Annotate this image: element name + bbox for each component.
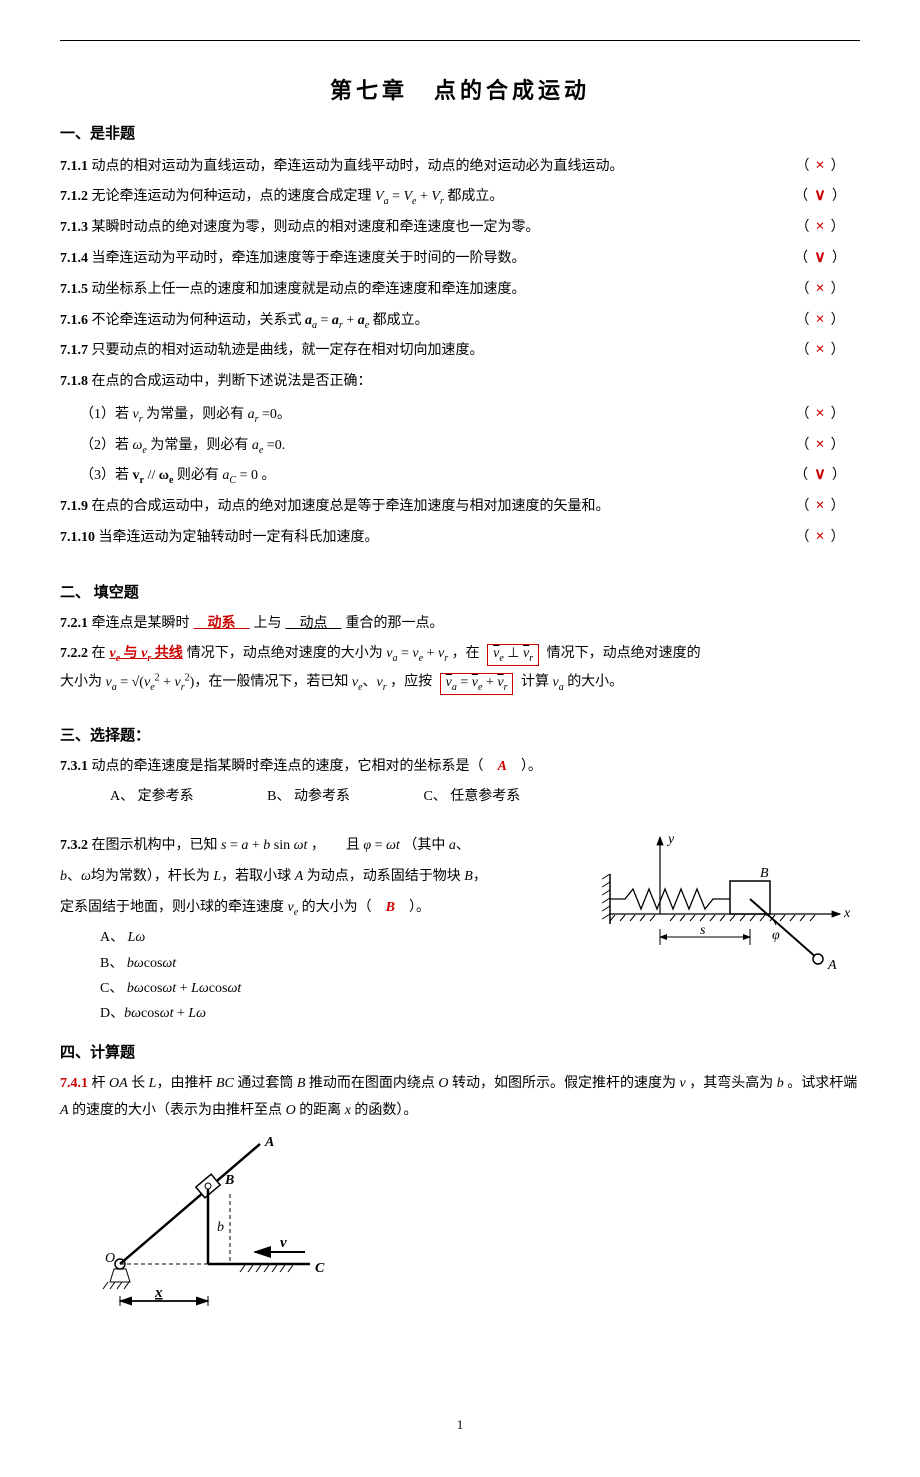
svg-text:A: A — [827, 958, 837, 973]
opt-a: A、 定参考系 — [110, 784, 194, 809]
mc-q1-ans: A — [498, 759, 507, 774]
tf-row: 7.1.7 只要动点的相对运动轨迹是曲线，就一定存在相对切向加速度。（×） — [60, 336, 860, 365]
tf-row: 7.1.3 某瞬时动点的绝对速度为零，则动点的相对速度和牵连速度也一定为零。（×… — [60, 213, 860, 242]
q2-opt-b: B、 bωcosωt — [100, 951, 340, 976]
mc-q1-opts: A、 定参考系 B、 动参考系 C、 任意参考系 — [60, 784, 860, 809]
mc-q2-block: 7.3.2 在图示机构中，已知 s = a + b sin ωt ， 且 φ =… — [60, 829, 860, 1026]
q2-p1pre: 在 — [92, 646, 106, 661]
qnum-741: 7.4.1 — [60, 1076, 88, 1091]
svg-text:s: s — [700, 923, 706, 938]
fill-q1-pre: 牵连点是某瞬时 — [92, 616, 190, 631]
q2-p4: 计算 va 的大小。 — [521, 675, 623, 690]
mc-q2-l3: 定系固结于地面，则小球的牵连速度 ve 的大小为（ B ）。 — [60, 895, 580, 922]
tf-row: 7.1.1 动点的相对运动为直线运动，牵连运动为直线平动时，动点的绝对运动必为直… — [60, 152, 860, 181]
fill-q1: 7.2.1 牵连点是某瞬时 动系 上与 动点 重合的那一点。 — [60, 611, 860, 638]
calc-q1: 7.4.1 杆 OA 长 L，由推杆 BC 通过套筒 B 推动而在图面内绕点 O… — [60, 1071, 860, 1124]
mc-q1-post: ）。 — [521, 759, 542, 774]
q2-p1post: 情况下，动点绝对速度的大小为 va = ve + vr ，在 — [187, 646, 480, 661]
section2-title: 二、 填空题 — [60, 580, 860, 607]
svg-text:b: b — [217, 1220, 224, 1235]
qnum-731: 7.3.1 — [60, 759, 88, 774]
mc-q2-l2: b、ω均为常数），杆长为 L，若取小球 A 为动点，动系固结于物块 B， — [60, 864, 580, 891]
header-rule — [60, 40, 860, 41]
opt-b: B、 动参考系 — [267, 784, 350, 809]
section3-title: 三、选择题： — [60, 723, 860, 750]
mc-q2-text: 7.3.2 在图示机构中，已知 s = a + b sin ωt ， 且 φ =… — [60, 829, 580, 1026]
mc-q1-text: 动点的牵连速度是指某瞬时牵连点的速度，它相对的坐标系是（ — [92, 759, 484, 774]
mc-q2-opts: A、 Lω B、 bωcosωt C、 bωcosωt + Lωcosωt D、… — [60, 925, 580, 1026]
tf-row: 7.1.5 动坐标系上任一点的速度和加速度就是动点的牵连速度和牵连加速度。（×） — [60, 275, 860, 304]
figure-741: O A B C b v — [100, 1134, 860, 1323]
q2-opt-c: C、 bωcosωt + Lωcosωt — [100, 976, 340, 1001]
fill-blank-2: 动点 — [282, 616, 346, 631]
mc-q2-l1: 在图示机构中，已知 s = a + b sin ωt ， 且 φ = ωt （其… — [92, 838, 470, 853]
q2-box1: ve ⊥ vr — [487, 644, 539, 666]
svg-text:O: O — [105, 1251, 115, 1266]
fill-q2: 7.2.2 在ve 与 vr 共线情况下，动点绝对速度的大小为 va = ve … — [60, 641, 860, 696]
svg-text:B: B — [760, 866, 769, 881]
svg-text:x: x — [154, 1285, 163, 1301]
tf-row: 7.1.9 在点的合成运动中，动点的绝对加速度总是等于牵连加速度与相对加速度的矢… — [60, 492, 860, 521]
q2-l2pre: 大小为 — [60, 675, 106, 690]
svg-text:y: y — [666, 832, 675, 847]
svg-text:x: x — [843, 906, 851, 921]
fill-blank-1: 动系 — [190, 616, 254, 631]
tf-row: 7.1.2 无论牵连运动为何种运动，点的速度合成定理 Va = Ve + Vr … — [60, 182, 860, 211]
svg-text:v: v — [280, 1235, 287, 1251]
figure-732: y x B — [600, 829, 860, 988]
q2-opt-d: D、bωcosωt + Lω — [100, 1001, 340, 1026]
q2-p3: ，在一般情况下，若已知 ve、vr ，应按 — [194, 675, 432, 690]
q2-p2: 情况下，动点绝对速度的 — [547, 646, 701, 661]
chapter-title: 第七章 点的合成运动 — [60, 71, 860, 111]
page-number: 1 — [60, 1413, 860, 1436]
qnum-732: 7.3.2 — [60, 838, 88, 853]
qnum-721: 7.2.1 — [60, 616, 88, 631]
tf-row: 7.1.10 当牵连运动为定轴转动时一定有科氏加速度。（×） — [60, 523, 860, 552]
opt-c: C、 任意参考系 — [423, 784, 520, 809]
svg-text:B: B — [224, 1173, 234, 1188]
tf-row: 7.1.6 不论牵连运动为何种运动，关系式 aa = ar + ae 都成立。（… — [60, 306, 860, 335]
svg-text:C: C — [315, 1261, 325, 1276]
q2-box2: va = ve + vr — [440, 673, 514, 695]
q2-blank1: ve 与 vr 共线 — [106, 646, 187, 661]
svg-text:A: A — [264, 1135, 274, 1150]
section1-title: 一、是非题 — [60, 121, 860, 148]
mc-q1: 7.3.1 动点的牵连速度是指某瞬时牵连点的速度，它相对的坐标系是（ A ）。 — [60, 754, 860, 781]
q2-formula2: va = √(ve2 + vr2) — [106, 675, 195, 690]
q2-box2-wrap: va = ve + vr — [436, 675, 518, 690]
svg-text:φ: φ — [772, 928, 780, 943]
tf-row: 7.1.4 当牵连运动为平动时，牵连加速度等于牵连速度关于时间的一阶导数。（∨） — [60, 244, 860, 273]
section4-title: 四、计算题 — [60, 1040, 860, 1067]
q2-box1-wrap: ve ⊥ vr — [483, 646, 543, 661]
qnum-722: 7.2.2 — [60, 646, 88, 661]
q2-opt-a: A、 Lω — [100, 925, 340, 950]
true-false-list: 7.1.1 动点的相对运动为直线运动，牵连运动为直线平动时，动点的绝对运动必为直… — [60, 152, 860, 552]
fill-q1-post: 重合的那一点。 — [346, 616, 444, 631]
fill-q1-mid: 上与 — [254, 616, 282, 631]
calc-q1-text: 杆 OA 长 L，由推杆 BC 通过套筒 B 推动而在图面内绕点 O 转动，如图… — [60, 1076, 857, 1118]
